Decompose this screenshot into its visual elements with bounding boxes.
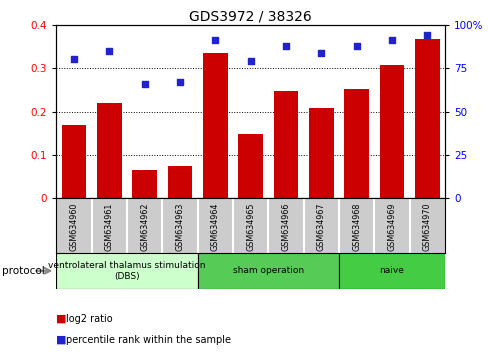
Text: GSM634969: GSM634969 [386, 202, 396, 251]
Bar [344, 89, 368, 198]
Text: GSM634961: GSM634961 [104, 202, 114, 251]
Text: GSM634965: GSM634965 [245, 202, 255, 251]
Bar [238, 134, 263, 198]
Point [176, 79, 183, 85]
Bar [97, 103, 122, 198]
Text: GSM634964: GSM634964 [210, 202, 219, 251]
Bar [379, 65, 404, 198]
Bar [338, 253, 444, 289]
Text: ■: ■ [56, 335, 66, 345]
Bar [167, 166, 192, 198]
Text: GSM634962: GSM634962 [140, 202, 149, 251]
Point [70, 57, 78, 62]
Text: GSM634968: GSM634968 [351, 202, 361, 251]
Point [387, 38, 395, 43]
Point [141, 81, 148, 87]
Bar [273, 91, 298, 198]
Bar [203, 53, 227, 198]
Text: GSM634963: GSM634963 [175, 202, 184, 251]
Text: protocol: protocol [2, 266, 45, 276]
Title: GDS3972 / 38326: GDS3972 / 38326 [189, 10, 311, 24]
Text: ventrolateral thalamus stimulation
(DBS): ventrolateral thalamus stimulation (DBS) [48, 261, 205, 280]
Text: GSM634967: GSM634967 [316, 202, 325, 251]
Text: GSM634960: GSM634960 [69, 202, 78, 251]
Bar [61, 125, 86, 198]
Point [211, 38, 219, 43]
Text: percentile rank within the sample: percentile rank within the sample [66, 335, 230, 345]
Text: log2 ratio: log2 ratio [66, 314, 112, 324]
Point [423, 32, 430, 38]
Text: GSM634970: GSM634970 [422, 202, 431, 251]
Bar [56, 253, 197, 289]
Point [317, 50, 325, 55]
Point [282, 43, 289, 48]
Text: ■: ■ [56, 314, 66, 324]
Point [352, 43, 360, 48]
Text: sham operation: sham operation [232, 266, 303, 275]
Bar [197, 253, 338, 289]
Bar [308, 108, 333, 198]
Text: naive: naive [379, 266, 404, 275]
Text: GSM634966: GSM634966 [281, 202, 290, 251]
Point [246, 58, 254, 64]
Bar [132, 170, 157, 198]
Bar [414, 39, 439, 198]
Point [105, 48, 113, 53]
